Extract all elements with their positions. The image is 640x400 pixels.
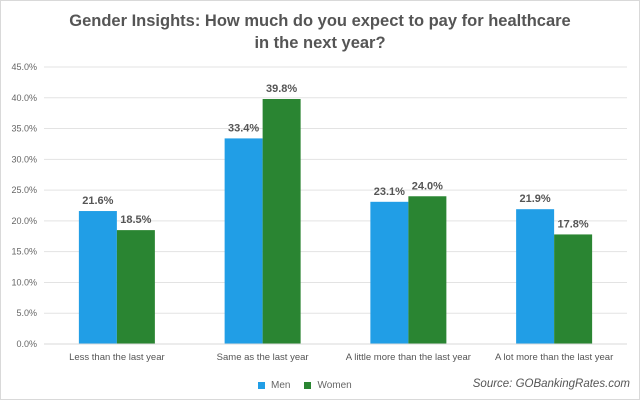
legend-swatch-men	[258, 382, 265, 389]
y-tick-label: 0.0%	[16, 339, 37, 349]
y-tick-label: 5.0%	[16, 308, 37, 318]
legend: Men Women	[258, 380, 352, 391]
legend-label-men: Men	[271, 380, 291, 391]
y-tick-label: 15.0%	[11, 247, 37, 257]
legend-label-women: Women	[317, 380, 352, 391]
y-tick-label: 20.0%	[11, 216, 37, 226]
bar-men	[516, 209, 555, 344]
bar-women	[408, 196, 447, 344]
data-label: 21.6%	[82, 195, 113, 207]
bar-men	[370, 201, 409, 344]
chart-title: Gender Insights: How much do you expect …	[69, 12, 571, 52]
y-tick-label: 10.0%	[11, 277, 37, 287]
y-tick-label: 45.0%	[11, 62, 37, 72]
x-category-label: Less than the last year	[69, 352, 165, 363]
bar-women	[116, 230, 155, 344]
legend-swatch-women	[304, 382, 312, 389]
data-label: 21.9%	[520, 193, 551, 205]
y-tick-label: 35.0%	[11, 124, 37, 134]
x-category-label: A lot more than the last year	[495, 352, 613, 363]
bar-women	[262, 99, 301, 345]
data-label: 18.5%	[120, 214, 151, 226]
x-category-label: Same as the last year	[217, 352, 309, 363]
x-category-label: A little more than the last year	[346, 352, 471, 363]
source-note: Source: GOBankingRates.com	[472, 378, 630, 390]
bar-women	[554, 234, 593, 344]
legend-item-men: Men	[258, 380, 290, 391]
y-tick-label: 40.0%	[11, 93, 37, 103]
bar-men	[78, 211, 117, 344]
data-label: 17.8%	[558, 218, 589, 230]
legend-item-women: Women	[304, 380, 352, 391]
data-label: 23.1%	[374, 186, 405, 198]
data-label: 39.8%	[266, 83, 297, 95]
data-label: 33.4%	[228, 122, 259, 134]
y-tick-label: 30.0%	[11, 154, 37, 164]
y-tick-label: 25.0%	[11, 185, 37, 195]
bar-men	[224, 138, 263, 344]
data-label: 24.0%	[412, 180, 443, 192]
